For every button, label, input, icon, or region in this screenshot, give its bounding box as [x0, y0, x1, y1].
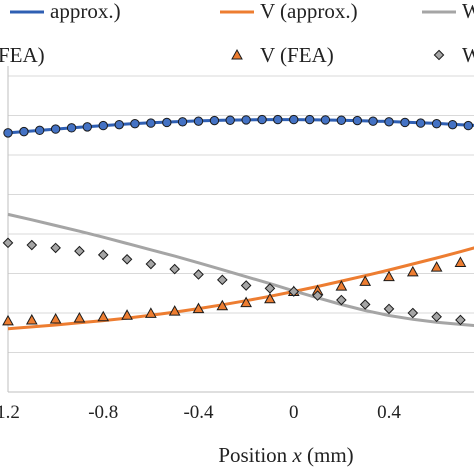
data-point-circle: [447, 119, 458, 130]
data-point-diamond: [288, 286, 300, 297]
data-point-circle: [162, 117, 172, 128]
data-point-circle: [209, 115, 220, 126]
data-point-diamond: [240, 280, 252, 291]
series-line: [7, 212, 474, 327]
data-point-circle: [241, 115, 251, 125]
x-tick-label: -0.4: [183, 402, 214, 423]
legend: approx.) V (approx.) W (appr FEA) V (FEA) W (…: [0, 0, 474, 67]
data-point-diamond: [431, 311, 442, 323]
legend-swatch: [231, 48, 243, 60]
data-point-circle: [3, 128, 13, 138]
data-point-triangle: [49, 312, 62, 324]
data-point-circle: [320, 115, 331, 125]
legend-label: approx.): [50, 0, 121, 23]
data-point-diamond: [2, 237, 14, 249]
data-point-circle: [305, 114, 315, 125]
legend-label: V (FEA): [260, 43, 334, 67]
legend-label: V (approx.): [260, 0, 358, 23]
data-point-diamond: [312, 290, 323, 301]
data-point-circle: [130, 119, 140, 129]
data-point-circle: [257, 114, 267, 125]
data-point-circle: [384, 117, 394, 127]
data-point-triangle: [168, 305, 181, 316]
data-point-circle: [431, 119, 442, 129]
data-point-circle: [177, 117, 188, 127]
data-point-circle: [82, 122, 92, 132]
legend-swatch: [433, 49, 445, 61]
x-tick-label: 0.4: [377, 402, 401, 423]
data-point-diamond: [217, 274, 228, 286]
data-point-circle: [146, 118, 156, 128]
data-point-circle: [368, 116, 378, 126]
data-point-triangle: [359, 275, 372, 286]
data-point-triangle: [97, 310, 110, 322]
data-point-diamond: [193, 269, 204, 280]
data-point-circle: [352, 115, 363, 126]
data-point-circle: [273, 114, 283, 125]
data-point-circle: [225, 115, 235, 125]
x-axis-label: Position x (mm): [218, 443, 353, 467]
data-point-circle: [463, 120, 473, 131]
data-point-diamond: [336, 294, 347, 306]
data-point-triangle: [406, 265, 419, 277]
data-point-circle: [50, 124, 61, 134]
legend-label: FEA): [0, 43, 45, 67]
data-point-diamond: [26, 239, 38, 251]
legend-label: W (FE: [462, 43, 474, 67]
data-point-diamond: [264, 283, 276, 294]
data-point-diamond: [74, 245, 85, 257]
data-point-diamond: [50, 242, 61, 254]
data-point-diamond: [97, 249, 109, 261]
data-point-triangle: [264, 292, 276, 304]
data-point-triangle: [73, 312, 86, 323]
x-tick-label: 1.2: [0, 402, 20, 423]
data-point-triangle: [240, 296, 252, 308]
data-point-triangle: [216, 299, 229, 311]
data-point-diamond: [455, 314, 466, 326]
data-point-diamond: [383, 303, 395, 315]
data-point-circle: [415, 118, 426, 128]
data-point-circle: [98, 120, 108, 131]
data-point-triangle: [335, 280, 348, 291]
data-point-diamond: [359, 299, 371, 310]
x-tick-label: 0: [289, 402, 299, 423]
data-point-circle: [34, 125, 45, 136]
x-tick-labels: 1.2-0.8-0.400.40.: [0, 402, 401, 423]
data-point-triangle: [121, 309, 133, 320]
data-point-diamond: [121, 253, 133, 265]
data-point-triangle: [2, 314, 14, 326]
data-point-triangle: [145, 307, 157, 318]
data-point-circle: [336, 115, 347, 125]
data-point-diamond: [169, 263, 180, 275]
data-point-circle: [289, 114, 299, 125]
legend-label: W (appr: [462, 0, 474, 23]
data-point-circle: [19, 126, 29, 137]
data-point-triangle: [454, 256, 467, 267]
data-point-circle: [66, 123, 77, 133]
data-point-triangle: [192, 302, 205, 314]
series-layer: [2, 114, 474, 331]
data-point-circle: [400, 117, 410, 128]
data-point-diamond: [145, 258, 157, 270]
data-point-diamond: [407, 307, 419, 319]
data-point-triangle: [25, 313, 38, 325]
data-point-triangle: [430, 261, 443, 272]
data-point-circle: [114, 119, 124, 130]
data-point-circle: [193, 116, 204, 126]
x-tick-label: -0.8: [88, 402, 118, 423]
data-point-triangle: [383, 270, 395, 282]
